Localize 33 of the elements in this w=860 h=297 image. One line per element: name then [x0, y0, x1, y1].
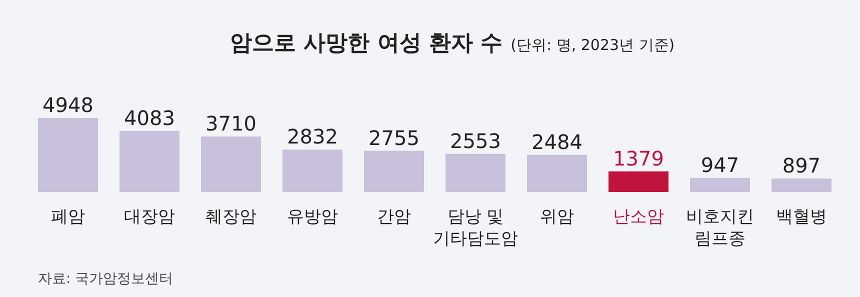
x-tick-label: 폐암 — [51, 207, 85, 227]
data-label: 1379 — [613, 146, 664, 170]
bar — [282, 150, 342, 192]
data-label: 4083 — [124, 106, 175, 130]
x-tick-label: 위암 — [540, 207, 574, 227]
data-label: 2484 — [532, 130, 582, 154]
bar — [446, 154, 506, 192]
x-tick-label: 백혈병 — [776, 207, 827, 227]
x-tick-label: 췌장암 — [206, 207, 256, 227]
bar — [527, 154, 587, 192]
bar — [120, 130, 180, 192]
x-tick-label: 비호지킨 림프종 — [686, 207, 754, 249]
x-tick-label: 대장암 — [124, 207, 175, 227]
data-label: 2832 — [287, 124, 338, 149]
bar — [201, 136, 261, 192]
data-label: 947 — [700, 152, 740, 177]
bar — [772, 178, 832, 192]
bar — [364, 150, 424, 192]
chart-subtitle: (단위: 명, 2023년 기준) — [510, 36, 675, 54]
x-tick-label: 난소암 — [613, 207, 664, 227]
bar — [690, 178, 750, 192]
data-label: 2553 — [450, 128, 501, 153]
data-label: 2755 — [368, 126, 420, 150]
x-tick-label: 간암 — [377, 207, 411, 227]
x-tick-label: 담낭 및 기타담도암 — [433, 207, 518, 249]
x-tick-label: 유방암 — [287, 207, 338, 227]
data-label: 897 — [782, 154, 821, 178]
chart-title: 암으로 사망한 여성 환자 수 — [230, 31, 503, 56]
data-label: 3710 — [206, 112, 256, 136]
bar — [608, 171, 668, 192]
data-label: 4948 — [42, 93, 94, 117]
text: 자료: 국가암정보센터 — [38, 271, 174, 287]
bar — [38, 118, 98, 192]
